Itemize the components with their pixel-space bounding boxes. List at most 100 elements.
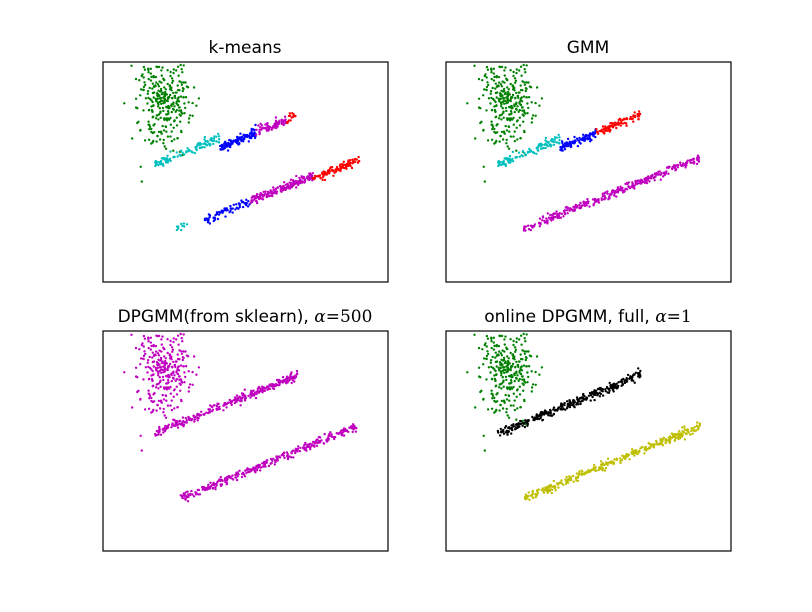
data-point	[235, 400, 238, 403]
data-point	[159, 356, 163, 360]
data-point	[212, 142, 215, 146]
data-point	[235, 142, 239, 145]
alpha-symbol: α	[655, 307, 667, 327]
data-point	[157, 85, 161, 88]
data-point	[344, 428, 348, 432]
data-point	[515, 370, 518, 373]
data-point	[179, 378, 183, 381]
data-point	[568, 401, 571, 405]
axes-frame	[445, 330, 732, 552]
data-point	[130, 64, 133, 68]
data-point	[502, 356, 506, 360]
data-point	[485, 345, 488, 348]
data-point	[184, 491, 187, 494]
data-point	[479, 390, 482, 394]
data-point	[175, 228, 179, 232]
data-point	[333, 437, 336, 441]
data-point	[654, 439, 658, 443]
data-point	[138, 79, 141, 82]
data-point	[187, 121, 190, 124]
data-point	[151, 91, 155, 95]
data-point	[181, 358, 184, 362]
data-point	[523, 337, 526, 340]
subplot-title: DPGMM(from sklearn), α=500	[118, 307, 373, 327]
data-point	[150, 344, 153, 348]
data-point	[273, 463, 276, 466]
data-point	[578, 470, 581, 473]
data-point	[321, 178, 324, 182]
data-point	[165, 105, 168, 109]
data-point	[515, 156, 519, 159]
data-point	[210, 405, 213, 408]
data-point	[163, 370, 166, 373]
data-point	[294, 449, 297, 452]
data-point	[179, 109, 183, 112]
data-point	[347, 160, 350, 163]
data-point	[499, 427, 502, 431]
data-point	[178, 358, 181, 361]
data-point	[262, 386, 265, 389]
data-point	[643, 181, 647, 184]
data-point	[525, 333, 528, 336]
data-point	[506, 101, 509, 104]
data-point	[238, 205, 241, 209]
data-point	[191, 101, 194, 105]
data-point	[554, 489, 557, 492]
data-point	[173, 138, 176, 141]
data-point	[615, 126, 618, 130]
data-point	[358, 159, 361, 163]
data-point	[630, 117, 634, 121]
data-point	[490, 377, 494, 381]
data-point	[140, 74, 143, 78]
data-point	[557, 141, 561, 145]
data-point	[692, 161, 696, 164]
data-point	[527, 375, 530, 379]
data-point	[176, 155, 179, 158]
data-point	[229, 476, 232, 479]
data-point	[681, 430, 684, 433]
data-point	[598, 386, 602, 390]
data-point	[592, 202, 596, 205]
data-point	[175, 377, 178, 381]
data-point	[583, 395, 586, 398]
data-point	[499, 97, 502, 101]
data-point	[608, 381, 611, 385]
data-point	[615, 195, 618, 198]
subplot-title: k-means	[208, 38, 281, 58]
data-point	[295, 182, 299, 185]
data-point	[660, 172, 663, 175]
data-point	[631, 183, 634, 186]
data-point	[179, 364, 183, 367]
scatter-points	[123, 332, 358, 503]
data-point	[164, 147, 168, 150]
data-point	[151, 356, 154, 359]
data-point	[235, 203, 238, 206]
data-point	[162, 138, 165, 142]
data-point	[551, 213, 555, 216]
data-point	[183, 112, 186, 115]
data-point	[152, 365, 155, 368]
data-point	[340, 429, 343, 432]
data-point	[515, 340, 518, 344]
data-point	[289, 114, 292, 117]
data-point	[152, 124, 155, 127]
data-point	[501, 138, 505, 141]
data-point	[170, 355, 173, 358]
data-point	[598, 129, 602, 133]
data-point	[524, 71, 527, 74]
data-point	[515, 418, 518, 421]
data-point	[276, 457, 279, 460]
data-point	[522, 378, 526, 381]
data-point	[176, 65, 180, 68]
data-point	[487, 366, 491, 369]
data-point	[193, 418, 197, 421]
data-point	[500, 374, 503, 377]
data-point	[555, 210, 558, 213]
data-point	[291, 449, 294, 453]
data-point	[275, 124, 278, 127]
data-point	[156, 403, 159, 407]
data-point	[601, 467, 605, 470]
data-point	[690, 429, 693, 433]
data-point	[538, 217, 542, 220]
data-point	[196, 419, 199, 422]
